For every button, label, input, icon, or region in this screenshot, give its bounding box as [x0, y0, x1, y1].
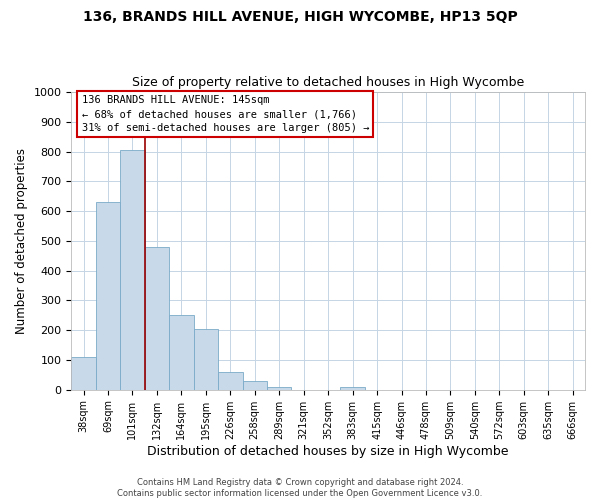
Bar: [340, 386, 365, 390]
Bar: [242, 381, 267, 390]
Bar: [71, 357, 96, 390]
Bar: [218, 372, 242, 390]
Bar: [120, 150, 145, 390]
Bar: [169, 316, 194, 390]
Bar: [96, 202, 120, 390]
X-axis label: Distribution of detached houses by size in High Wycombe: Distribution of detached houses by size …: [148, 444, 509, 458]
Text: Contains HM Land Registry data © Crown copyright and database right 2024.
Contai: Contains HM Land Registry data © Crown c…: [118, 478, 482, 498]
Y-axis label: Number of detached properties: Number of detached properties: [15, 148, 28, 334]
Title: Size of property relative to detached houses in High Wycombe: Size of property relative to detached ho…: [132, 76, 524, 90]
Text: 136, BRANDS HILL AVENUE, HIGH WYCOMBE, HP13 5QP: 136, BRANDS HILL AVENUE, HIGH WYCOMBE, H…: [83, 10, 517, 24]
Bar: [194, 328, 218, 390]
Text: 136 BRANDS HILL AVENUE: 145sqm
← 68% of detached houses are smaller (1,766)
31% : 136 BRANDS HILL AVENUE: 145sqm ← 68% of …: [82, 95, 369, 133]
Bar: [267, 386, 292, 390]
Bar: [145, 247, 169, 390]
